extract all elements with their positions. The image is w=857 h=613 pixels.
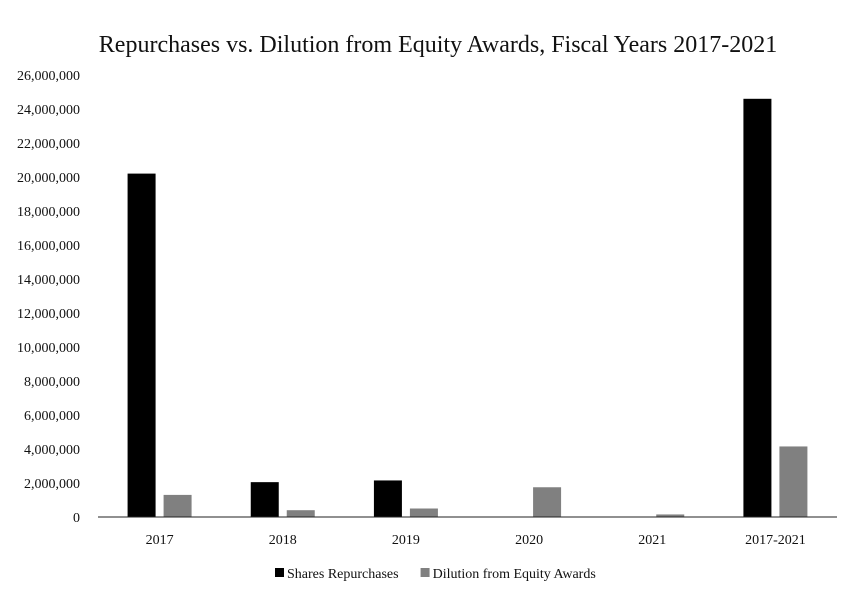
chart-title: Repurchases vs. Dilution from Equity Awa… xyxy=(99,32,777,58)
x-tick-label: 2017 xyxy=(146,533,174,548)
y-tick-label: 4,000,000 xyxy=(24,443,80,458)
legend-label: Dilution from Equity Awards xyxy=(433,567,596,582)
y-tick-label: 22,000,000 xyxy=(17,137,80,152)
x-tick-label: 2019 xyxy=(392,533,420,548)
y-axis: 0 2,000,000 4,000,000 6,000,000 8,000,000 10,… xyxy=(17,69,80,526)
bars xyxy=(127,98,808,518)
y-tick-label: 16,000,000 xyxy=(17,239,80,254)
legend-swatch xyxy=(275,568,284,577)
bar-dilution-2017 xyxy=(163,494,192,517)
x-tick-label: 2021 xyxy=(638,533,666,548)
y-tick-label: 20,000,000 xyxy=(17,171,80,186)
bar-dilution-2017-2021 xyxy=(779,446,808,517)
y-tick-label: 14,000,000 xyxy=(17,273,80,288)
bar-shares-repurchases-2018 xyxy=(250,482,279,517)
y-tick-label: 6,000,000 xyxy=(24,409,80,424)
y-tick-label: 2,000,000 xyxy=(24,477,80,492)
bar-dilution-2018 xyxy=(286,510,315,517)
x-tick-label: 2017-2021 xyxy=(745,533,806,548)
legend-label: Shares Repurchases xyxy=(287,567,399,582)
bar-shares-repurchases-2017-2021 xyxy=(743,98,772,518)
x-tick-label: 2020 xyxy=(515,533,543,548)
y-tick-label: 12,000,000 xyxy=(17,307,80,322)
y-tick-label: 8,000,000 xyxy=(24,375,80,390)
x-axis: 2017 2018 2019 2020 2021 2017-2021 xyxy=(98,516,837,548)
bar-dilution-2020 xyxy=(533,487,562,517)
y-tick-label: 26,000,000 xyxy=(17,69,80,84)
bar-shares-repurchases-2017 xyxy=(127,173,156,517)
legend: Shares Repurchases Dilution from Equity A… xyxy=(275,567,596,582)
bar-dilution-2019 xyxy=(409,508,438,517)
bar-shares-repurchases-2019 xyxy=(373,480,402,517)
x-tick-label: 2018 xyxy=(269,533,297,548)
y-tick-label: 24,000,000 xyxy=(17,103,80,118)
y-tick-label: 18,000,000 xyxy=(17,205,80,220)
bar-dilution-2021 xyxy=(656,514,685,517)
legend-swatch xyxy=(420,568,430,577)
y-tick-label: 10,000,000 xyxy=(17,341,80,356)
y-tick-label: 0 xyxy=(73,511,80,526)
